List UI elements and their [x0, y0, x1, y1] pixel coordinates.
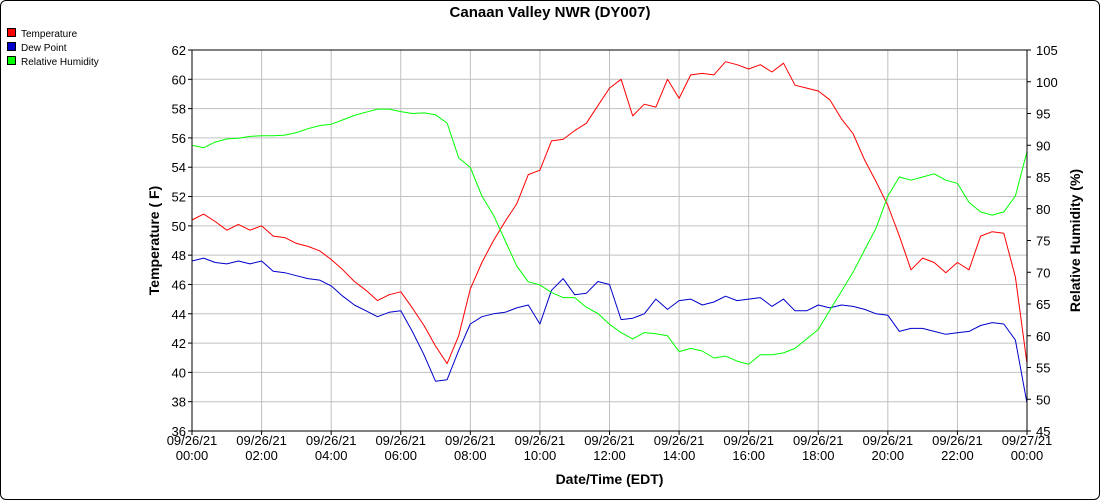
- x-tick-date: 09/26/21: [167, 433, 218, 448]
- x-tick-date: 09/26/21: [932, 433, 983, 448]
- y-tick-label: 56: [172, 131, 186, 146]
- y2-tick-label: 50: [1036, 392, 1050, 407]
- x-tick-time: 18:00: [802, 448, 835, 463]
- y2-tick-label: 80: [1036, 202, 1050, 217]
- legend-item-temperature: Temperature: [7, 28, 99, 42]
- legend-swatch-relative-humidity: [7, 56, 16, 65]
- x-tick-time: 02:00: [245, 448, 278, 463]
- legend-label-temperature: Temperature: [21, 29, 78, 40]
- x-axis-ticks: 09/26/2100:0009/26/2102:0009/26/2104:000…: [167, 431, 1053, 463]
- x-tick-time: 00:00: [176, 448, 209, 463]
- y-tick-label: 60: [172, 72, 186, 87]
- y2-axis-title: Relative Humidity (%): [1067, 169, 1083, 312]
- legend-item-dew-point: Dew Point: [7, 42, 99, 56]
- x-tick-time: 16:00: [732, 448, 765, 463]
- grid: [191, 49, 1028, 432]
- y2-tick-label: 70: [1036, 265, 1050, 280]
- series-line-temperature: [191, 61, 1028, 365]
- y2-tick-label: 75: [1036, 234, 1050, 249]
- x-tick-date: 09/26/21: [375, 433, 426, 448]
- y-tick-label: 44: [172, 307, 186, 322]
- x-tick-time: 22:00: [941, 448, 974, 463]
- y2-tick-label: 95: [1036, 107, 1050, 122]
- x-tick-date: 09/26/21: [445, 433, 496, 448]
- chart-title: Canaan Valley NWR (DY007): [449, 4, 651, 21]
- x-tick-time: 10:00: [524, 448, 557, 463]
- legend-swatch-dew-point: [7, 42, 16, 51]
- y-axis-ticks: 36 38 40 42 44 46 48 50 52 54 56 58 60 62: [172, 43, 192, 439]
- y-tick-label: 54: [172, 160, 186, 175]
- x-tick-date: 09/26/21: [584, 433, 635, 448]
- x-tick-time: 14:00: [663, 448, 696, 463]
- y-tick-label: 40: [172, 365, 186, 380]
- legend: Temperature Dew Point Relative Humidity: [7, 28, 99, 70]
- x-tick-time: 20:00: [872, 448, 905, 463]
- legend-label-relative-humidity: Relative Humidity: [21, 57, 99, 68]
- x-tick-date: 09/26/21: [723, 433, 774, 448]
- x-tick-date: 09/26/21: [306, 433, 357, 448]
- y-axis-title: Temperature ( F): [146, 186, 162, 295]
- y2-tick-label: 60: [1036, 329, 1050, 344]
- series-line-dew-point: [191, 257, 1028, 404]
- y-tick-label: 48: [172, 248, 186, 263]
- legend-item-relative-humidity: Relative Humidity: [7, 56, 99, 70]
- y2-tick-label: 100: [1036, 75, 1058, 90]
- x-tick-time: 08:00: [454, 448, 487, 463]
- x-tick-date: 09/26/21: [654, 433, 705, 448]
- y-tick-label: 42: [172, 336, 186, 351]
- y-tick-label: 38: [172, 395, 186, 410]
- x-tick-date: 09/26/21: [236, 433, 287, 448]
- x-tick-date: 09/27/21: [1002, 433, 1053, 448]
- y2-axis-ticks: 45 50 55 60 65 70 75 80 85 90 95 100 105: [1027, 43, 1058, 439]
- y2-tick-label: 55: [1036, 361, 1050, 376]
- y-tick-label: 52: [172, 190, 186, 205]
- x-tick-date: 09/26/21: [863, 433, 914, 448]
- legend-label-dew-point: Dew Point: [21, 43, 67, 54]
- y-tick-label: 46: [172, 277, 186, 292]
- x-tick-time: 12:00: [593, 448, 626, 463]
- series-lines: [191, 61, 1028, 404]
- y-tick-label: 50: [172, 219, 186, 234]
- x-tick-time: 00:00: [1011, 448, 1044, 463]
- x-tick-date: 09/26/21: [793, 433, 844, 448]
- x-axis-title: Date/Time (EDT): [556, 471, 664, 487]
- y2-tick-label: 45: [1036, 424, 1050, 439]
- y2-tick-label: 85: [1036, 170, 1050, 185]
- y2-tick-label: 65: [1036, 297, 1050, 312]
- y-tick-label: 58: [172, 102, 186, 117]
- y-tick-label: 36: [172, 424, 186, 439]
- y2-tick-label: 90: [1036, 138, 1050, 153]
- x-tick-time: 06:00: [384, 448, 417, 463]
- x-tick-date: 09/26/21: [515, 433, 566, 448]
- legend-swatch-temperature: [7, 28, 16, 37]
- y-tick-label: 62: [172, 43, 186, 58]
- x-tick-time: 04:00: [315, 448, 348, 463]
- y2-tick-label: 105: [1036, 43, 1058, 58]
- series-line-relative-humidity: [191, 108, 1028, 365]
